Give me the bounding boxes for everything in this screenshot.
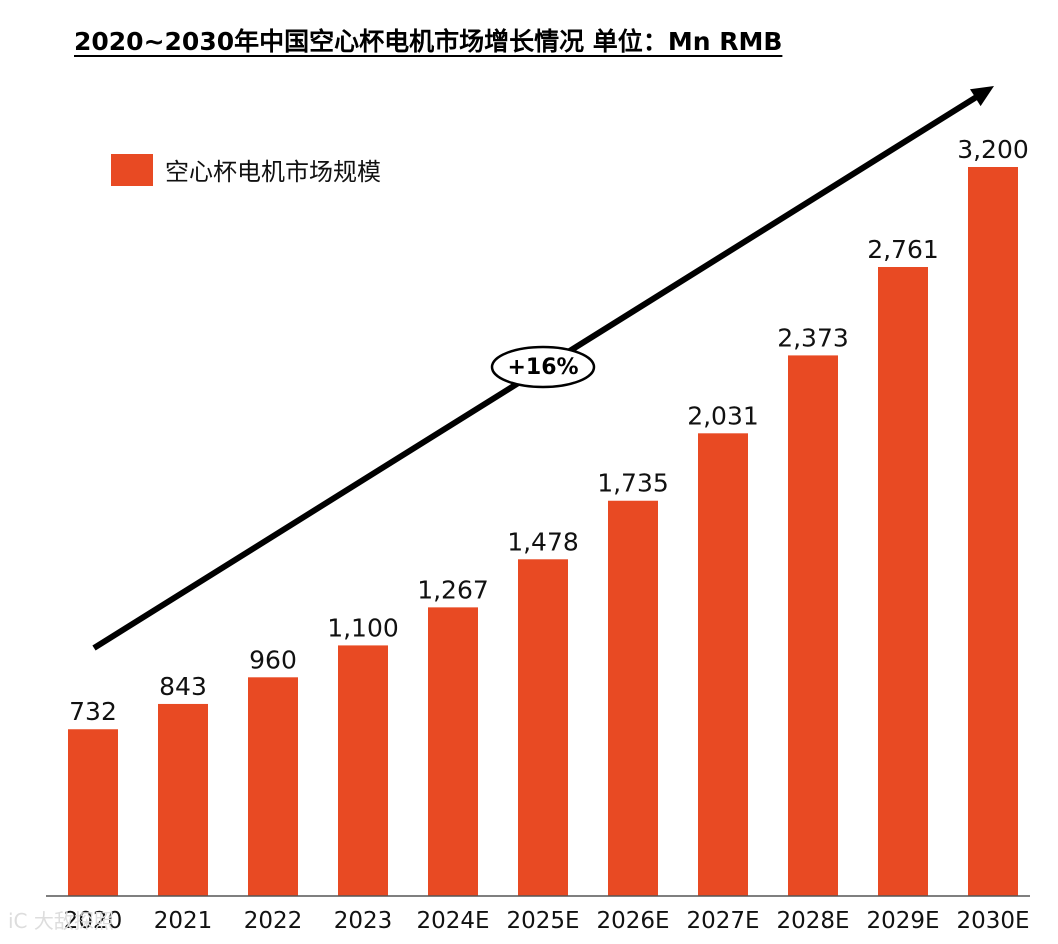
bar-2028E bbox=[788, 355, 838, 896]
value-label-2025E: 1,478 bbox=[507, 527, 579, 556]
bar-2027E bbox=[698, 433, 748, 896]
chart-title: 2020~2030年中国空心杯电机市场增长情况 单位：Mn RMB bbox=[74, 27, 783, 56]
bar-2023 bbox=[338, 645, 388, 896]
bar-2029E bbox=[878, 267, 928, 897]
legend: 空心杯电机市场规模 bbox=[111, 152, 381, 187]
x-tick-2030E: 2030E bbox=[956, 908, 1029, 934]
x-tick-labels-group: 2020 2021 2022 2023 2024E 2025E 2026E 2027E 2028… bbox=[64, 908, 1030, 934]
cagr-label: +16% bbox=[507, 354, 579, 380]
x-tick-2023: 2023 bbox=[334, 908, 393, 934]
bar-2026E bbox=[608, 500, 658, 896]
x-tick-2027E: 2027E bbox=[686, 908, 759, 934]
bars-group bbox=[68, 167, 1018, 897]
value-label-2022: 960 bbox=[249, 645, 297, 674]
value-label-2029E: 2,761 bbox=[867, 235, 939, 264]
x-tick-2020: 2020 bbox=[64, 908, 123, 934]
bar-2025E bbox=[518, 559, 568, 896]
bar-2024E bbox=[428, 607, 478, 896]
x-tick-2028E: 2028E bbox=[776, 908, 849, 934]
value-label-2023: 1,100 bbox=[327, 613, 399, 642]
bar-2021 bbox=[158, 703, 208, 896]
value-labels-group: 732 843 960 1,100 1,267 1,478 1,735 2,031 2,373 2… bbox=[69, 135, 1029, 726]
watermark: iC 大敌探照 bbox=[8, 909, 114, 933]
x-tick-2025E: 2025E bbox=[506, 908, 579, 934]
x-tick-2026E: 2026E bbox=[596, 908, 669, 934]
x-tick-2022: 2022 bbox=[244, 908, 303, 934]
bar-2030E bbox=[968, 167, 1018, 896]
bar-2020 bbox=[68, 729, 118, 896]
cagr-ellipse bbox=[490, 345, 596, 389]
value-label-2030E: 3,200 bbox=[957, 135, 1029, 164]
x-tick-2021: 2021 bbox=[154, 908, 213, 934]
value-label-2028E: 2,373 bbox=[777, 323, 849, 352]
value-label-2020: 732 bbox=[69, 697, 117, 726]
value-label-2021: 843 bbox=[159, 672, 207, 701]
value-label-2026E: 1,735 bbox=[597, 469, 669, 498]
legend-label: 空心杯电机市场规模 bbox=[165, 158, 381, 186]
bar-2022 bbox=[248, 677, 298, 896]
x-tick-2029E: 2029E bbox=[866, 908, 939, 934]
legend-swatch bbox=[111, 153, 153, 186]
x-tick-2024E: 2024E bbox=[416, 908, 489, 934]
value-label-2027E: 2,031 bbox=[687, 401, 759, 430]
value-label-2024E: 1,267 bbox=[417, 575, 489, 604]
